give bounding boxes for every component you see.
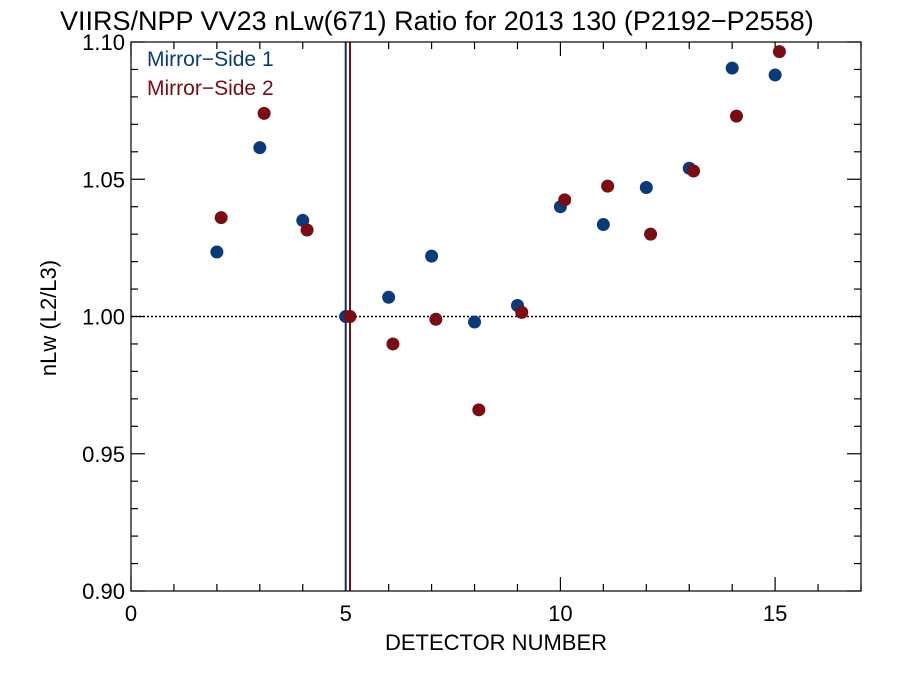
data-point-series-2 [687,164,701,178]
y-tick-label: 0.95 [82,442,125,467]
data-point-series-2 [214,211,228,225]
data-point-series-2 [772,45,786,59]
y-tick-label: 1.10 [82,30,125,55]
x-tick-label: 15 [763,601,787,626]
y-tick-label: 0.90 [82,579,125,604]
data-point-series-2 [472,403,486,417]
x-tick-label: 0 [125,601,137,626]
data-point-series-2 [300,223,314,237]
data-point-series-1 [639,180,653,194]
data-point-series-2 [386,337,400,351]
data-point-series-2 [601,179,615,193]
data-point-series-2 [429,312,443,326]
data-point-series-1 [425,249,439,263]
chart-title: VIIRS/NPP VV23 nLw(671) Ratio for 2013 1… [60,6,814,36]
data-point-series-1 [725,61,739,75]
data-point-series-2 [257,106,271,120]
data-point-series-2 [515,305,529,319]
data-point-series-2 [343,310,357,323]
x-axis-label: DETECTOR NUMBER [385,630,607,655]
data-point-series-1 [596,218,610,232]
data-point-series-2 [644,227,658,241]
y-tick-labels: 0.90 0.95 1.00 1.05 1.10 [82,30,125,604]
data-point-series-1 [468,315,482,329]
y-axis-label: nLw (L2/L3) [36,260,61,376]
y-tick-label: 1.00 [82,305,125,330]
data-point-series-1 [253,141,267,155]
data-point-series-1 [210,245,224,259]
x-tick-label: 10 [548,601,572,626]
data-point-series-1 [768,68,782,82]
data-point-series-1 [382,290,396,304]
data-points [210,45,786,417]
data-point-series-2 [558,193,572,207]
legend: Mirror−Side 1 Mirror−Side 2 [147,48,274,100]
x-tick-labels: 0 5 10 15 [125,601,787,626]
data-point-series-2 [729,109,743,123]
plot-frame [130,41,862,592]
y-tick-label: 1.05 [82,167,125,192]
minor-ticks [131,42,862,591]
legend-entry: Mirror−Side 1 [147,48,274,71]
x-tick-label: 5 [340,601,352,626]
legend-entry: Mirror−Side 2 [147,77,274,100]
